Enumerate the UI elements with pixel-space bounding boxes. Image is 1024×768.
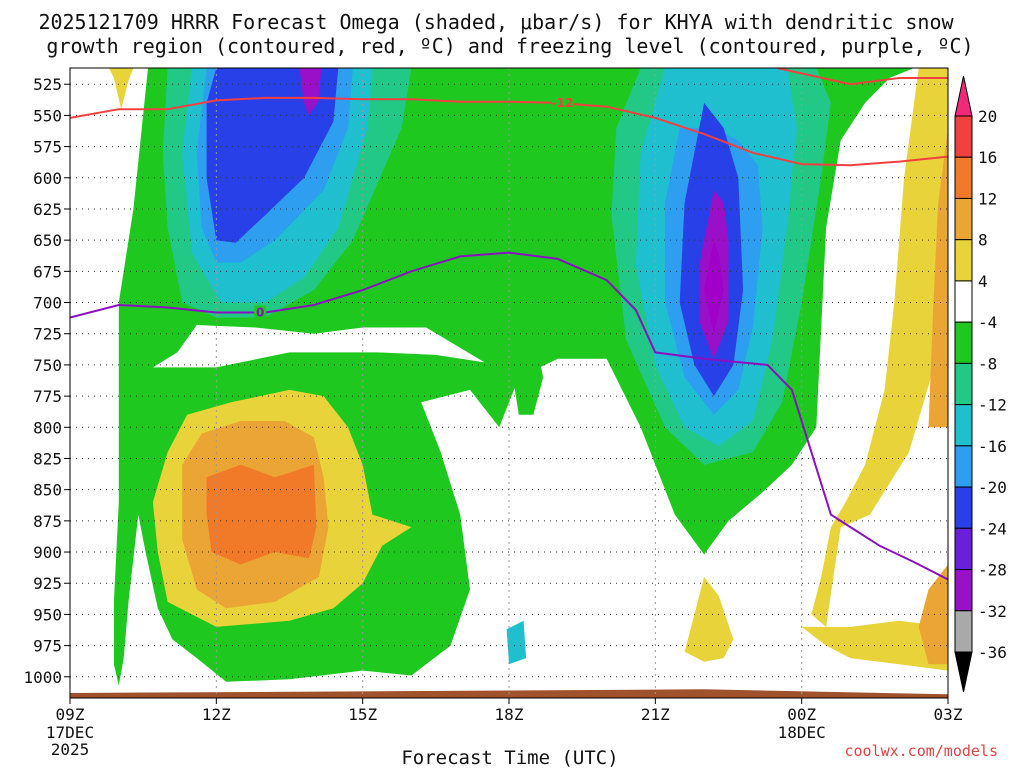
dgz-minus12-contour <box>70 96 948 167</box>
y-tick-label: 775 <box>33 387 62 406</box>
x-tick-label: 18Z <box>495 705 524 724</box>
plot-area: 0 -12 525 550 575 600 625 650 675 700 725 750 775 800… <box>23 67 963 759</box>
omega-region <box>704 240 724 334</box>
x-tick-label: 09Z <box>56 705 85 724</box>
colorbar-swatch <box>954 404 973 447</box>
colorbar-label: -24 <box>978 519 1007 538</box>
y-tick-label: 800 <box>33 418 62 437</box>
omega-region <box>811 68 948 627</box>
colorbar-swatch <box>954 362 973 406</box>
shaded-layer: 0 -12 <box>70 68 948 698</box>
colorbar-top-triangle <box>954 75 973 117</box>
omega-region <box>506 620 527 665</box>
colorbar-label: -16 <box>978 437 1007 456</box>
omega-region <box>928 127 948 428</box>
colorbar-swatch <box>954 610 973 653</box>
omega-region <box>299 68 322 116</box>
credit-text: coolwx.com/models <box>844 742 998 760</box>
x-tick-label: 03Z <box>934 705 963 724</box>
omega-region <box>70 68 134 110</box>
freezing-level-label: 0 <box>256 306 264 320</box>
colorbar-swatch <box>954 239 973 282</box>
colorbar-label: 20 <box>978 107 997 126</box>
omega-region <box>918 564 948 665</box>
y-tick-label: 625 <box>33 200 62 219</box>
freezing-label-bg <box>254 305 267 320</box>
x-tick-label: 21Z <box>641 705 670 724</box>
colorbar: 20 16 12 8 4 -4 -8 -12 -16 -20 -24 -28 -32 -36 <box>954 75 1007 693</box>
dgz-label: -12 <box>552 96 574 110</box>
colorbar-swatch <box>954 321 973 364</box>
colorbar-swatch <box>954 569 973 612</box>
y-tick-label: 925 <box>33 574 62 593</box>
y-tick-label: 525 <box>33 75 62 94</box>
y-tick-label: 650 <box>33 231 62 250</box>
y-tick-label: 750 <box>33 356 62 375</box>
dgz-upper-contour <box>777 68 948 86</box>
omega-region <box>206 68 339 243</box>
y-tick-label: 575 <box>33 138 62 157</box>
x-tick-label: 00Z <box>787 705 816 724</box>
colorbar-label: 12 <box>978 189 997 208</box>
x-axis-label: Forecast Time (UTC) <box>401 747 618 768</box>
y-tick-label: 550 <box>33 106 62 125</box>
colorbar-label: -8 <box>978 354 997 373</box>
x-tick-label: 12Z <box>202 705 231 724</box>
dgz-label-bg <box>551 95 574 110</box>
colorbar-label: -4 <box>978 313 997 332</box>
y-tick-label: 850 <box>33 481 62 500</box>
y-tick-label: 875 <box>33 512 62 531</box>
colorbar-swatch <box>954 156 973 199</box>
colorbar-swatch <box>954 486 973 529</box>
colorbar-label: -28 <box>978 561 1007 580</box>
y-tick-label: 825 <box>33 449 62 468</box>
colorbar-label: 8 <box>978 231 988 250</box>
colorbar-label: -20 <box>978 478 1007 497</box>
y-tick-label: 600 <box>33 169 62 188</box>
chart-title-line2: growth region (contoured, red, ºC) and f… <box>46 34 973 58</box>
colorbar-swatch <box>954 527 973 571</box>
y-tick-label: 700 <box>33 294 62 313</box>
colorbar-swatch <box>954 115 973 158</box>
x-tick-date: 18DEC <box>778 723 826 742</box>
omega-region <box>509 302 544 415</box>
colorbar-label: 4 <box>978 272 988 291</box>
colorbar-bottom-triangle <box>954 651 973 693</box>
omega-region <box>206 464 317 565</box>
x-tick-date: 17DEC <box>46 723 94 742</box>
colorbar-label: -36 <box>978 643 1007 662</box>
y-tick-label: 675 <box>33 262 62 281</box>
colorbar-swatch <box>954 280 973 323</box>
chart-title-line1: 2025121709 HRRR Forecast Omega (shaded, … <box>38 10 954 34</box>
colorbar-swatch <box>954 445 973 488</box>
colorbar-label: -32 <box>978 602 1007 621</box>
y-tick-label: 950 <box>33 605 62 624</box>
y-tick-label: 975 <box>33 637 62 656</box>
y-tick-label: 1000 <box>23 668 62 687</box>
omega-region <box>684 577 734 662</box>
y-tick-label: 725 <box>33 325 62 344</box>
x-tick-label: 15Z <box>348 705 377 724</box>
x-tick-year: 2025 <box>51 740 90 759</box>
colorbar-label: -12 <box>978 396 1007 415</box>
colorbar-label: 16 <box>978 148 997 167</box>
colorbar-swatch <box>954 197 973 241</box>
y-tick-label: 900 <box>33 543 62 562</box>
freezing-level-contour <box>70 251 948 581</box>
